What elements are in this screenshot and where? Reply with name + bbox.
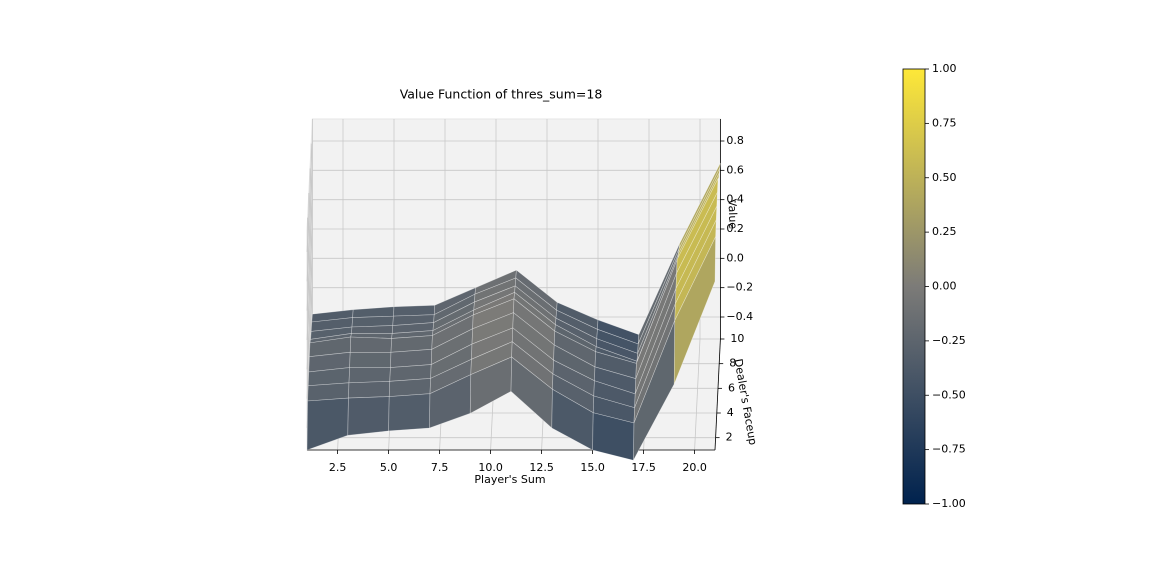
x-tick-label: 12.5 [529, 461, 554, 474]
chart-title: Value Function of thres_sum=18 [400, 87, 603, 102]
colorbar-tick-label: 0.75 [932, 116, 957, 129]
z-tick-label: 0.8 [726, 134, 744, 147]
z-tick-label: −0.2 [726, 281, 753, 294]
colorbar-tick-label: 1.00 [932, 62, 957, 75]
colorbar-tick-label: 0.50 [932, 171, 957, 184]
surface-patch [348, 367, 391, 384]
colorbar-tick-label: −0.50 [932, 388, 966, 401]
axis-line [714, 338, 721, 451]
colorbar [902, 68, 926, 505]
grid-line [306, 258, 313, 370]
surface-patch [349, 351, 392, 368]
x-tick-label: 10.0 [478, 461, 503, 474]
grid-line [306, 170, 313, 282]
x-tick-label: 7.5 [431, 461, 449, 474]
x-tick-label: 15.0 [580, 461, 605, 474]
x-tick-label: 5.0 [380, 461, 398, 474]
colorbar-tick-label: 0.25 [932, 225, 957, 238]
y-tick-label: 10 [730, 332, 744, 345]
z-tick-label: −0.4 [726, 310, 753, 323]
surface-patch [351, 325, 394, 334]
z-tick-label: 0.2 [726, 222, 744, 235]
z-axis-label: Value [725, 199, 739, 230]
x-axis-label: Player's Sum [474, 473, 545, 486]
x-tick-label: 17.5 [631, 461, 656, 474]
colorbar-tick-label: −0.25 [932, 334, 966, 347]
surface-patch [393, 304, 436, 317]
grid-line [306, 199, 313, 311]
y-tick-label: 4 [727, 406, 734, 419]
grid-line [306, 228, 313, 341]
surface-patch [351, 315, 394, 328]
surface-patch [673, 236, 716, 385]
colorbar-tick-label: −1.00 [932, 497, 966, 510]
z-tick-label: 0.0 [726, 251, 744, 264]
grid-line [306, 140, 313, 253]
surface-patch [349, 336, 392, 353]
colorbar-tick-label: −0.75 [932, 443, 966, 456]
y-axis-label: Dealer's Faceup [732, 358, 760, 446]
grid-line [694, 338, 701, 451]
surface-patch [347, 396, 390, 436]
surface-patch [348, 381, 391, 399]
surface-patch [388, 393, 431, 432]
grid-line [306, 287, 313, 399]
y-tick-label: 8 [729, 357, 736, 370]
x-tick-label: 2.5 [329, 461, 347, 474]
y-tick-label: 2 [726, 431, 733, 444]
z-tick-label: 0.4 [726, 193, 744, 206]
x-tick-label: 20.0 [682, 461, 707, 474]
z-tick-label: 0.6 [726, 163, 744, 176]
colorbar-tick-label: 0.00 [932, 280, 957, 293]
y-tick-label: 6 [728, 381, 735, 394]
surface-patch [676, 178, 719, 274]
